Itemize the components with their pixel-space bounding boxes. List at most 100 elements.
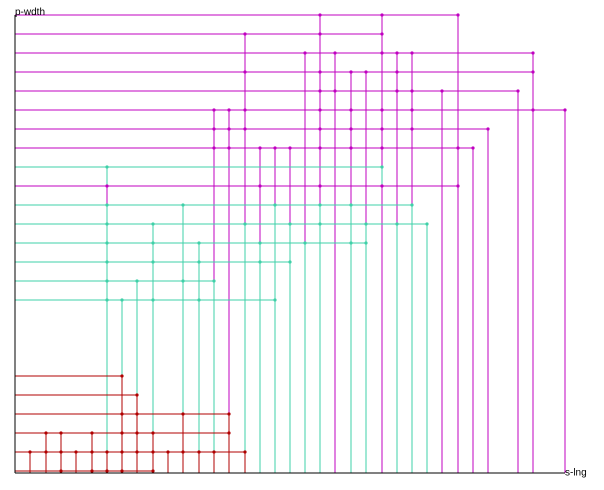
data-point (288, 260, 292, 264)
data-point (151, 241, 155, 245)
data-point (471, 146, 475, 150)
data-point (380, 108, 384, 112)
data-point (318, 89, 322, 93)
data-point (288, 146, 292, 150)
data-point (364, 222, 368, 226)
data-point (120, 431, 124, 435)
data-point (243, 127, 247, 131)
data-point (197, 241, 201, 245)
data-point (395, 70, 399, 74)
data-point (197, 260, 201, 264)
data-point (74, 450, 78, 454)
data-point (318, 32, 322, 36)
series-line-20 (15, 450, 247, 473)
data-point (44, 431, 48, 435)
data-point (410, 51, 414, 55)
data-point (456, 146, 460, 150)
data-point (380, 184, 384, 188)
data-point (410, 108, 414, 112)
data-point (318, 70, 322, 74)
data-point (273, 146, 277, 150)
data-point (120, 298, 124, 302)
data-point (258, 146, 262, 150)
data-point (243, 108, 247, 112)
data-point (105, 298, 109, 302)
data-point (212, 108, 216, 112)
data-point (380, 51, 384, 55)
data-point (303, 51, 307, 55)
data-point (227, 412, 231, 416)
series-line-11 (15, 222, 429, 473)
data-point (181, 279, 185, 283)
data-point (486, 127, 490, 131)
series-line-21 (15, 469, 155, 473)
data-point (90, 469, 94, 473)
data-point (151, 469, 155, 473)
data-point (456, 13, 460, 17)
data-point (166, 450, 170, 454)
data-point (364, 70, 368, 74)
series-layer (15, 13, 567, 473)
data-point (212, 127, 216, 131)
data-point (181, 450, 185, 454)
data-point (120, 412, 124, 416)
data-point (395, 222, 399, 226)
data-point (380, 32, 384, 36)
data-point (105, 450, 109, 454)
data-point (197, 450, 201, 454)
data-point (349, 146, 353, 150)
x-axis-label: s-lng (565, 468, 587, 479)
data-point (151, 431, 155, 435)
data-point (410, 127, 414, 131)
data-point (105, 469, 109, 473)
data-point (318, 203, 322, 207)
data-point (227, 146, 231, 150)
data-point (135, 393, 139, 397)
data-point (258, 184, 262, 188)
data-point (44, 450, 48, 454)
data-point (181, 412, 185, 416)
data-point (380, 165, 384, 169)
data-point (349, 108, 353, 112)
data-point (516, 89, 520, 93)
y-axis-label: p-wdth (15, 7, 45, 18)
data-point (318, 108, 322, 112)
data-point (563, 108, 567, 112)
data-point (105, 260, 109, 264)
data-point (227, 108, 231, 112)
series-line-9 (15, 184, 460, 473)
data-point (105, 203, 109, 207)
data-point (105, 184, 109, 188)
data-point (105, 165, 109, 169)
data-point (59, 469, 63, 473)
data-point (243, 70, 247, 74)
data-point (395, 51, 399, 55)
data-point (318, 184, 322, 188)
data-point (90, 431, 94, 435)
data-point (333, 51, 337, 55)
series-line-12 (15, 241, 368, 473)
data-point (120, 374, 124, 378)
data-point (380, 127, 384, 131)
data-point (181, 203, 185, 207)
data-point (349, 127, 353, 131)
data-point (243, 32, 247, 36)
data-point (318, 222, 322, 226)
data-point (212, 279, 216, 283)
data-point (243, 222, 247, 226)
data-point (333, 89, 337, 93)
data-point (349, 70, 353, 74)
data-point (303, 241, 307, 245)
data-point (135, 412, 139, 416)
data-point (59, 450, 63, 454)
data-point (212, 146, 216, 150)
data-point (120, 450, 124, 454)
data-point (135, 450, 139, 454)
data-point (151, 450, 155, 454)
data-point (349, 241, 353, 245)
data-point (28, 450, 32, 454)
data-point (59, 431, 63, 435)
data-point (456, 184, 460, 188)
data-point (90, 450, 94, 454)
data-point (395, 89, 399, 93)
